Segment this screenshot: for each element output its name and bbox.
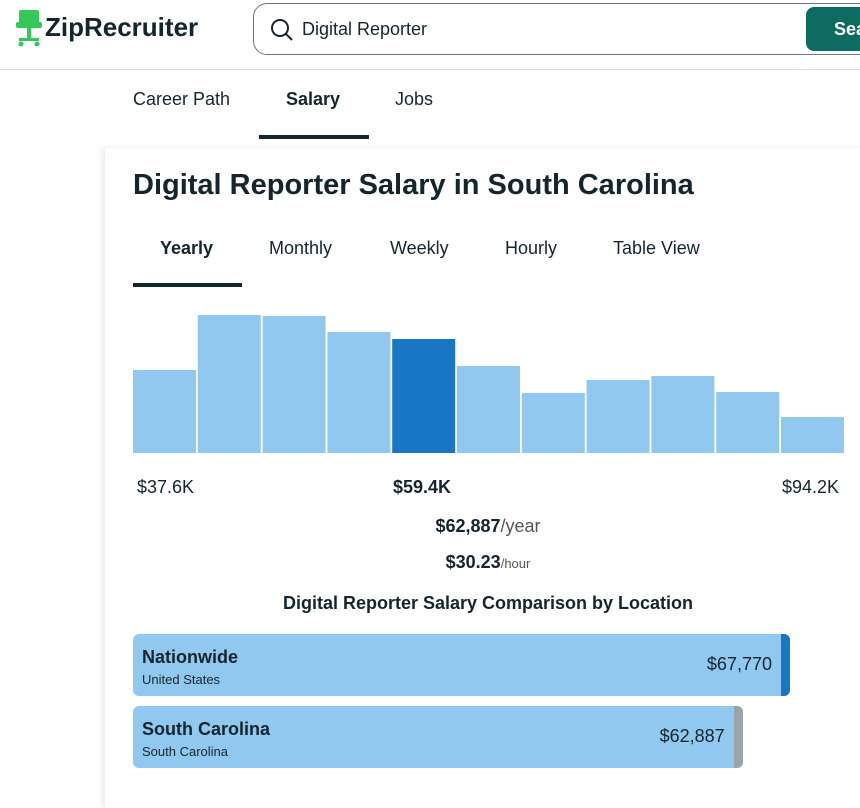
hourly-salary: $30.23/hour (0, 552, 860, 573)
period-tab[interactable]: Monthly (269, 238, 333, 258)
page: ZipRecruiter Digital Reporter Search Dig… (0, 0, 860, 768)
period-tab[interactable]: Weekly (390, 238, 449, 258)
period-tab[interactable]: Yearly (160, 238, 214, 258)
nav-tab[interactable]: Salary (286, 89, 341, 109)
annual-value: $62,887 (435, 516, 501, 536)
histogram-bar[interactable] (586, 380, 650, 453)
annual-unit: /year (500, 516, 541, 536)
period-tab[interactable]: Hourly (505, 238, 558, 258)
comparison-bar: South Carolina South Carolina $62,887 (133, 706, 743, 768)
period-tab[interactable]: Table View (613, 238, 700, 258)
salary-value: $67,770 (706, 654, 772, 674)
salary-value: $62,887 (659, 726, 725, 746)
histogram-bar[interactable] (197, 315, 261, 453)
period-underline (133, 283, 242, 287)
bar-accent (781, 634, 790, 696)
location-sub: South Carolina (142, 744, 228, 759)
hourly-unit: /hour (500, 556, 531, 571)
search-icon (271, 19, 293, 41)
range-label: $94.2K (782, 477, 840, 497)
header: ZipRecruiter Digital Reporter Search (0, 0, 860, 70)
histogram-bar[interactable] (651, 376, 715, 453)
range-label: $37.6K (137, 477, 195, 497)
logo-text[interactable]: ZipRecruiter (45, 12, 199, 42)
logo-icon (16, 10, 42, 47)
histogram-bar[interactable] (327, 332, 391, 453)
search-query[interactable]: Digital Reporter (302, 19, 428, 39)
histogram-bar[interactable] (521, 393, 585, 453)
histogram-bar[interactable] (133, 370, 196, 453)
histogram-bar[interactable] (262, 316, 326, 453)
bar-accent (733, 706, 743, 768)
histogram-bar[interactable] (392, 339, 456, 453)
histogram-bar[interactable] (457, 366, 520, 453)
annual-salary: $62,887/year (0, 516, 860, 537)
nav-underline (259, 135, 369, 139)
histogram (133, 315, 844, 453)
location-name: South Carolina (142, 719, 271, 739)
location-name: Nationwide (142, 647, 239, 667)
nav-tab[interactable]: Jobs (395, 89, 434, 109)
hourly-value: $30.23 (445, 552, 501, 572)
location-sub: United States (142, 672, 221, 687)
page-title: Digital Reporter Salary in South Carolin… (133, 169, 694, 201)
search-button[interactable]: Search (806, 7, 860, 51)
nav-tab[interactable]: Career Path (133, 89, 231, 109)
histogram-bar[interactable] (781, 417, 844, 453)
range-label: $59.4K (393, 477, 452, 497)
histogram-bar[interactable] (716, 392, 780, 453)
search-box[interactable]: Digital Reporter Search (253, 3, 860, 55)
comparison-title: Digital Reporter Salary Comparison by Lo… (282, 593, 694, 613)
comparison-bar: Nationwide United States $67,770 (133, 634, 790, 696)
